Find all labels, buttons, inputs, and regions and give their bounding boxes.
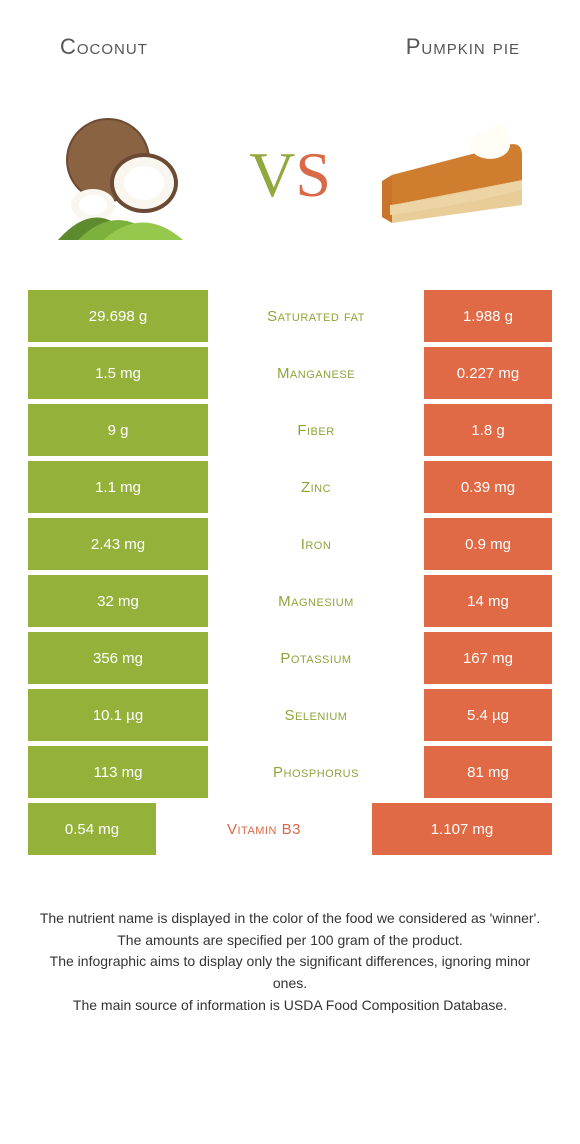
left-value-cell: 10.1 µg xyxy=(28,689,208,741)
infographic: Coconut Pumpkin pie VS xyxy=(0,0,580,1016)
left-value-cell: 356 mg xyxy=(28,632,208,684)
vs-s: S xyxy=(295,138,331,212)
table-row: 9 gFiber1.8 g xyxy=(28,404,552,456)
nutrient-label: Potassium xyxy=(208,632,424,684)
coconut-image xyxy=(48,105,208,245)
right-value-cell: 1.107 mg xyxy=(372,803,552,855)
left-value-cell: 1.1 mg xyxy=(28,461,208,513)
left-food-title: Coconut xyxy=(60,34,148,60)
hero-row: VS xyxy=(0,80,580,290)
left-value-cell: 2.43 mg xyxy=(28,518,208,570)
footer-line-2: The amounts are specified per 100 gram o… xyxy=(38,930,542,952)
nutrient-label: Magnesium xyxy=(208,575,424,627)
footer-line-1: The nutrient name is displayed in the co… xyxy=(38,908,542,930)
nutrient-label: Zinc xyxy=(208,461,424,513)
right-value-cell: 81 mg xyxy=(424,746,552,798)
table-row: 10.1 µgSelenium5.4 µg xyxy=(28,689,552,741)
nutrient-label: Saturated fat xyxy=(208,290,424,342)
left-value-cell: 9 g xyxy=(28,404,208,456)
nutrient-label: Manganese xyxy=(208,347,424,399)
table-row: 29.698 gSaturated fat1.988 g xyxy=(28,290,552,342)
footer-notes: The nutrient name is displayed in the co… xyxy=(0,860,580,1016)
table-row: 32 mgMagnesium14 mg xyxy=(28,575,552,627)
right-value-cell: 0.39 mg xyxy=(424,461,552,513)
table-row: 1.5 mgManganese0.227 mg xyxy=(28,347,552,399)
footer-line-3: The infographic aims to display only the… xyxy=(38,951,542,994)
right-value-cell: 0.227 mg xyxy=(424,347,552,399)
right-value-cell: 5.4 µg xyxy=(424,689,552,741)
nutrient-label: Vitamin B3 xyxy=(156,803,372,855)
nutrient-label: Selenium xyxy=(208,689,424,741)
vs-v: V xyxy=(249,138,295,212)
footer-line-4: The main source of information is USDA F… xyxy=(38,995,542,1017)
vs-label: VS xyxy=(249,138,331,212)
left-value-cell: 1.5 mg xyxy=(28,347,208,399)
right-value-cell: 167 mg xyxy=(424,632,552,684)
nutrient-label: Phosphorus xyxy=(208,746,424,798)
table-row: 2.43 mgIron0.9 mg xyxy=(28,518,552,570)
table-row: 113 mgPhosphorus81 mg xyxy=(28,746,552,798)
right-value-cell: 1.8 g xyxy=(424,404,552,456)
titles-row: Coconut Pumpkin pie xyxy=(0,0,580,80)
nutrient-label: Fiber xyxy=(208,404,424,456)
left-value-cell: 0.54 mg xyxy=(28,803,156,855)
right-value-cell: 0.9 mg xyxy=(424,518,552,570)
left-value-cell: 113 mg xyxy=(28,746,208,798)
right-value-cell: 1.988 g xyxy=(424,290,552,342)
right-value-cell: 14 mg xyxy=(424,575,552,627)
right-food-title: Pumpkin pie xyxy=(406,34,520,60)
pumpkin-pie-image xyxy=(372,105,532,245)
comparison-table: 29.698 gSaturated fat1.988 g1.5 mgMangan… xyxy=(0,290,580,855)
table-row: 1.1 mgZinc0.39 mg xyxy=(28,461,552,513)
table-row: 0.54 mgVitamin B31.107 mg xyxy=(28,803,552,855)
left-value-cell: 29.698 g xyxy=(28,290,208,342)
nutrient-label: Iron xyxy=(208,518,424,570)
table-row: 356 mgPotassium167 mg xyxy=(28,632,552,684)
left-value-cell: 32 mg xyxy=(28,575,208,627)
